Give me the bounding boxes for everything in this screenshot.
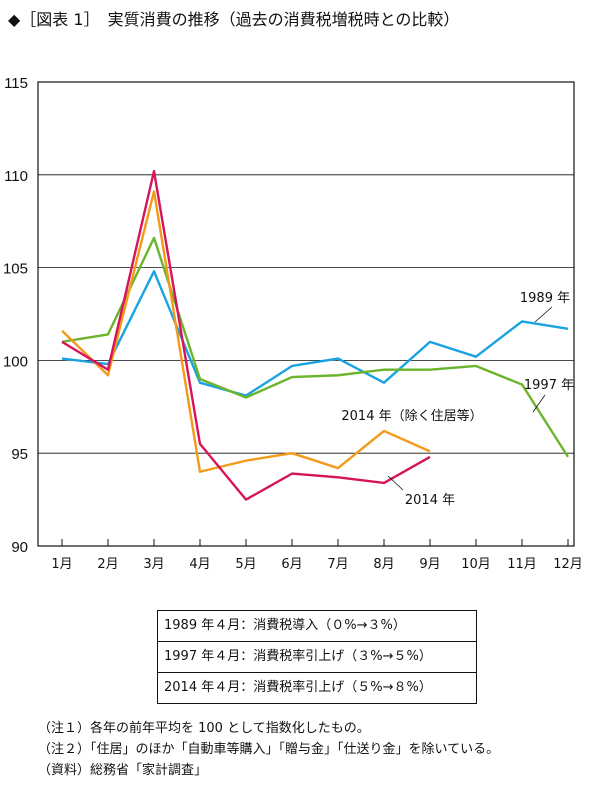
plot-frame [37, 81, 575, 547]
x-tick-label: 8月 [373, 557, 394, 572]
x-tick-label: 6月 [281, 557, 302, 572]
notes: （注１）各年の前年平均を 100 として指数化したもの。 （注２）「住居」のほか… [38, 718, 499, 781]
series-label-1: 1997 年 [524, 378, 574, 393]
chart-title: ◆［図表 1］ 実質消費の推移（過去の消費税増税時との比較） [8, 10, 460, 29]
x-tick-label: 12月 [553, 557, 583, 572]
leader-1989 [534, 306, 553, 323]
x-tick-label: 7月 [327, 557, 348, 572]
x-tick-label: 2月 [97, 557, 118, 572]
x-tick-label: 11月 [507, 557, 537, 572]
series-line-3 [61, 169, 431, 501]
leader-2014 [387, 475, 404, 491]
leader-1997 [532, 394, 546, 413]
y-tick-label: 90 [11, 539, 28, 556]
y-tick-label: 105 [3, 261, 28, 278]
source-note: （資料）総務省「家計調査」 [38, 763, 208, 778]
legend-row-1989: 1989 年４月：消費税導入（０%→３%） [164, 618, 406, 633]
legend-table: 1989 年４月：消費税導入（０%→３%） 1997 年４月：消費税率引上げ（３… [157, 610, 477, 704]
series-label-3: 2014 年 [405, 493, 455, 508]
x-tick-label: 5月 [235, 557, 256, 572]
y-tick-label: 95 [11, 446, 28, 463]
legend-row-1997: 1997 年４月：消費税率引上げ（３%→５%） [158, 641, 476, 672]
series-label-2: 2014 年（除く住居等） [341, 408, 482, 424]
x-tick-label: 3月 [143, 557, 164, 572]
note-2: （注２）「住居」のほか「自動車等購入」「贈与金」「仕送り金」を除いている。 [38, 742, 500, 757]
note-1: （注１）各年の前年平均を 100 として指数化したもの。 [38, 721, 370, 736]
y-tick-label: 100 [3, 353, 28, 370]
series-line-2 [61, 190, 431, 473]
legend-row-2014: 2014 年４月：消費税率引上げ（５%→８%） [158, 672, 476, 703]
series-line-0 [61, 270, 569, 397]
line-chart: 115 110 105 100 95 90 1月 2月 3月 4月 5月 6月 7月 8月 9月 10月 11… [3, 75, 583, 572]
series-label-0: 1989 年 [520, 291, 570, 306]
x-tick-label: 10月 [461, 557, 491, 572]
x-tick-label: 1月 [51, 557, 72, 572]
series-line-1 [61, 236, 570, 458]
x-tick-label: 9月 [419, 557, 440, 572]
y-tick-label: 110 [4, 168, 28, 185]
x-tick-label: 4月 [189, 557, 210, 572]
y-tick-label: 115 [4, 75, 28, 92]
